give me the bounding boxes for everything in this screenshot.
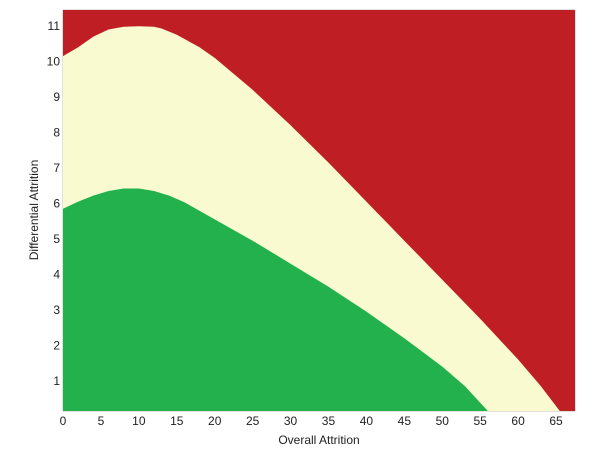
x-tick-label: 65 — [549, 414, 563, 428]
x-tick-label: 40 — [360, 414, 374, 428]
x-tick-label: 10 — [132, 414, 146, 428]
x-tick-label: 5 — [98, 414, 105, 428]
x-tick-label: 35 — [322, 414, 336, 428]
y-tick-label: 6 — [53, 196, 60, 210]
y-tick-label: 2 — [53, 338, 60, 352]
y-tick-label: 5 — [53, 232, 60, 246]
x-tick-label: 20 — [208, 414, 222, 428]
y-axis-title: Differential Attrition — [27, 160, 41, 261]
x-tick-label: 25 — [246, 414, 260, 428]
x-axis-title: Overall Attrition — [278, 433, 359, 447]
y-tick-label: 9 — [53, 90, 60, 104]
x-tick-label: 45 — [398, 414, 412, 428]
y-tick-label: 3 — [53, 303, 60, 317]
y-tick-label: 8 — [53, 125, 60, 139]
x-tick-label: 60 — [511, 414, 525, 428]
region-green — [63, 188, 488, 411]
y-tick-label: 11 — [48, 19, 61, 33]
x-tick-label: 30 — [284, 414, 298, 428]
x-tick-label: 50 — [436, 414, 450, 428]
x-tick-label: 0 — [60, 414, 67, 428]
y-tick-label: 4 — [53, 267, 60, 281]
y-tick-label: 1 — [53, 374, 60, 388]
y-tick-label: 7 — [53, 161, 60, 175]
x-tick-label: 15 — [170, 414, 184, 428]
y-tick-label: 10 — [47, 54, 61, 68]
x-tick-label: 55 — [474, 414, 488, 428]
